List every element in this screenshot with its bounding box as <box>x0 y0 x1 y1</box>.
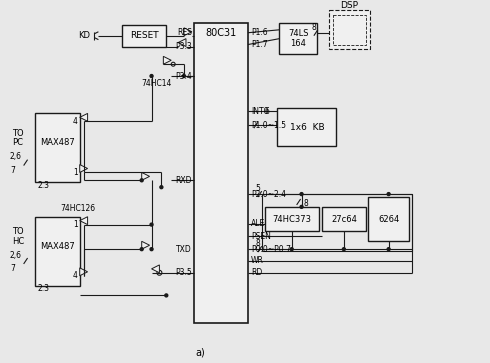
Text: 6264: 6264 <box>378 215 399 224</box>
Polygon shape <box>151 265 159 273</box>
Text: HC: HC <box>12 237 24 246</box>
Text: 2.3: 2.3 <box>37 284 49 293</box>
Text: 74LS: 74LS <box>288 29 308 38</box>
Text: 5: 5 <box>255 184 260 193</box>
Bar <box>279 23 317 54</box>
Text: PSEN: PSEN <box>251 232 271 241</box>
Circle shape <box>343 248 345 250</box>
Circle shape <box>165 294 168 297</box>
Text: 6: 6 <box>265 107 270 116</box>
Circle shape <box>150 74 153 78</box>
Polygon shape <box>142 241 149 249</box>
Circle shape <box>300 205 303 208</box>
Polygon shape <box>178 38 186 46</box>
Text: P1.0~1.5: P1.0~1.5 <box>251 121 286 130</box>
Text: P1.7: P1.7 <box>251 40 268 49</box>
Bar <box>329 10 370 49</box>
Text: 74HC373: 74HC373 <box>272 215 311 224</box>
Text: WR: WR <box>251 257 264 265</box>
Text: KD: KD <box>78 31 91 40</box>
Text: 1x6  KB: 1x6 KB <box>290 123 324 132</box>
Text: P1.6: P1.6 <box>251 28 268 37</box>
Text: 74HC126: 74HC126 <box>60 204 96 213</box>
Polygon shape <box>80 113 88 121</box>
Text: MAX487: MAX487 <box>40 242 75 251</box>
Circle shape <box>160 186 163 189</box>
Text: RXD: RXD <box>175 176 192 185</box>
Polygon shape <box>142 172 149 180</box>
Circle shape <box>140 248 143 250</box>
Text: 4: 4 <box>73 117 78 126</box>
Bar <box>35 217 80 286</box>
Polygon shape <box>163 56 171 64</box>
Bar <box>265 207 319 232</box>
Text: PC: PC <box>12 138 23 147</box>
Circle shape <box>171 62 175 66</box>
Circle shape <box>300 193 303 196</box>
Text: 7: 7 <box>10 264 15 273</box>
Bar <box>122 25 166 46</box>
Text: RD: RD <box>251 268 262 277</box>
Text: TXD: TXD <box>176 245 192 254</box>
Text: 8: 8 <box>312 23 316 32</box>
Circle shape <box>150 248 153 250</box>
Text: 74HC14: 74HC14 <box>141 79 171 89</box>
Text: 80C31: 80C31 <box>205 28 237 38</box>
Text: P3.5: P3.5 <box>175 268 192 277</box>
Bar <box>194 23 248 323</box>
Polygon shape <box>80 217 88 225</box>
Circle shape <box>140 179 143 182</box>
Text: 8: 8 <box>255 239 260 248</box>
Text: 2,6: 2,6 <box>10 250 22 260</box>
Polygon shape <box>80 164 88 172</box>
Text: 1: 1 <box>73 168 78 177</box>
Text: P3.3: P3.3 <box>175 42 192 51</box>
Circle shape <box>290 248 293 250</box>
Text: P3.4: P3.4 <box>175 72 192 81</box>
Bar <box>368 197 409 241</box>
Text: MAX487: MAX487 <box>40 138 75 147</box>
Text: 8: 8 <box>303 199 308 208</box>
Text: INT0: INT0 <box>251 107 269 116</box>
Text: 1: 1 <box>73 220 78 229</box>
Text: 7: 7 <box>10 166 15 175</box>
Text: 2,6: 2,6 <box>10 152 22 161</box>
Bar <box>262 194 412 251</box>
Circle shape <box>150 223 153 226</box>
Text: a): a) <box>196 347 206 358</box>
Bar <box>277 109 337 146</box>
Circle shape <box>387 248 390 250</box>
Text: 2.3: 2.3 <box>37 181 49 190</box>
Text: ALE: ALE <box>251 219 265 228</box>
Text: P2.0~2.4: P2.0~2.4 <box>251 189 286 199</box>
Text: RES: RES <box>177 28 192 37</box>
Text: 27c64: 27c64 <box>331 215 357 224</box>
Circle shape <box>157 270 162 275</box>
Circle shape <box>387 193 390 196</box>
Circle shape <box>183 74 186 78</box>
Polygon shape <box>80 268 88 276</box>
Text: P0.0~P0.7: P0.0~P0.7 <box>251 245 291 254</box>
Text: TO: TO <box>12 227 24 236</box>
Text: RESET: RESET <box>130 31 158 40</box>
Bar <box>333 15 366 45</box>
Bar <box>322 207 366 232</box>
Text: TO: TO <box>12 129 24 138</box>
Text: DSP: DSP <box>340 1 358 10</box>
Polygon shape <box>184 28 192 36</box>
Text: 164: 164 <box>290 39 306 48</box>
Bar <box>35 113 80 182</box>
Text: 4: 4 <box>73 271 78 280</box>
